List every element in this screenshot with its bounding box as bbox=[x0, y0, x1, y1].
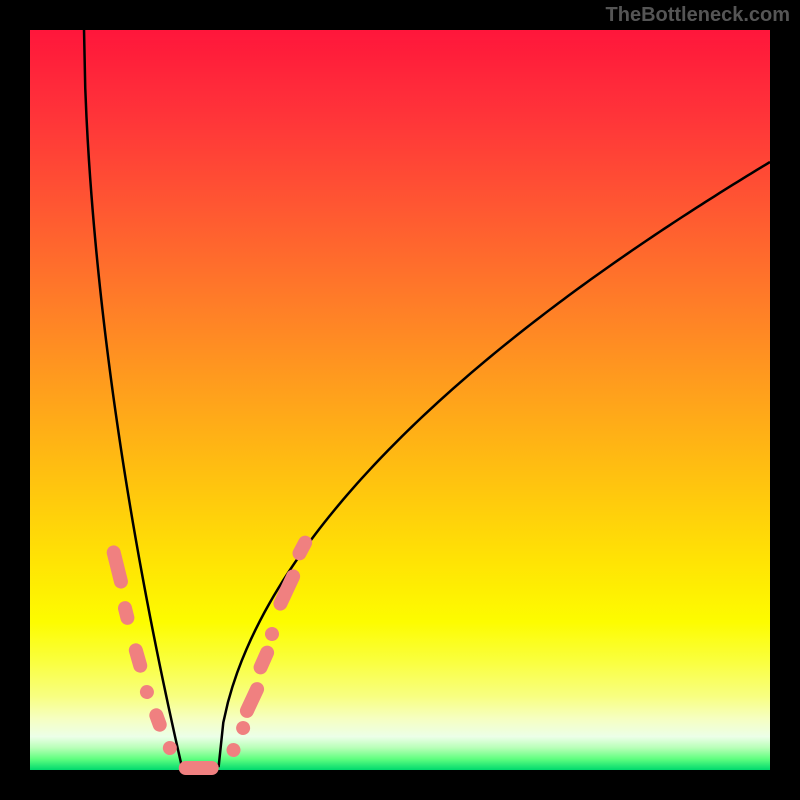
watermark-text: TheBottleneck.com bbox=[606, 4, 790, 27]
chart-container: { "watermark": { "text": "TheBottleneck.… bbox=[0, 0, 800, 800]
marker-pill bbox=[179, 761, 219, 775]
chart-svg bbox=[0, 0, 800, 800]
